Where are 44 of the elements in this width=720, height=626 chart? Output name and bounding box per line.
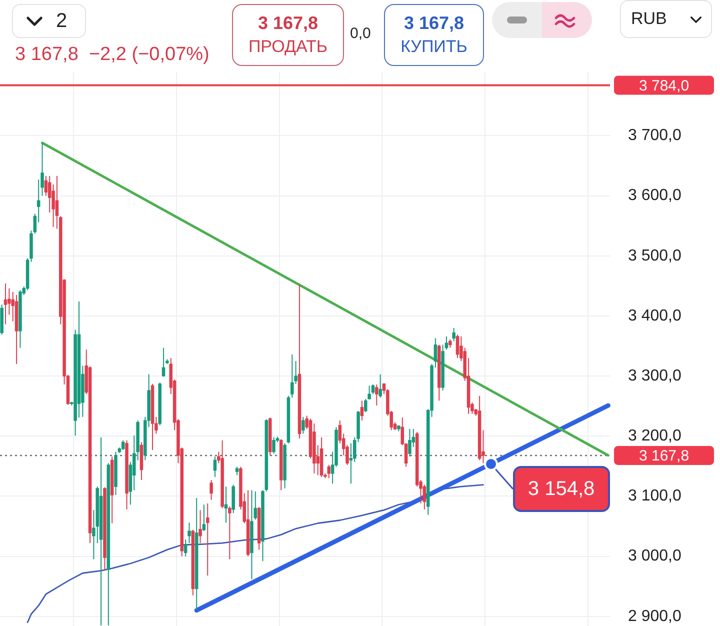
- candlestick: [452, 327, 456, 342]
- candlestick: [272, 436, 276, 454]
- y-tick-label: 3 700,0: [628, 127, 682, 144]
- ref-line-label: 3 784,0: [638, 77, 690, 94]
- y-tick-label: 3 300,0: [628, 367, 682, 384]
- candlestick: [408, 428, 412, 458]
- candlestick: [456, 334, 460, 359]
- candlestick: [232, 484, 235, 514]
- candlestick: [202, 504, 206, 532]
- chart-subtitle: 3 167,8 −2,2 (−0,07%): [15, 44, 210, 66]
- candlestick: [184, 538, 188, 557]
- candlestick: [302, 416, 305, 434]
- text: RUB: [631, 9, 667, 28]
- candlestick: [375, 384, 378, 406]
- text: КУПИТЬ: [400, 37, 468, 56]
- candlestick: [228, 506, 232, 560]
- text: 3 167,8: [258, 13, 318, 33]
- candlestick: [206, 502, 210, 576]
- text: ПРОДАТЬ: [248, 37, 328, 56]
- candlestick: [360, 400, 364, 422]
- text: 2: [56, 10, 68, 32]
- y-tick-label: 2 900,0: [628, 608, 682, 625]
- y-tick-label: 3 600,0: [628, 187, 682, 204]
- candlestick: [422, 484, 426, 510]
- candlestick: [254, 490, 258, 520]
- ref-line-label: 3 167,8: [638, 448, 690, 465]
- y-tick-label: 3 400,0: [628, 307, 682, 324]
- candlestick: [162, 347, 166, 378]
- candlestick: [378, 374, 382, 398]
- candlestick: [290, 354, 294, 398]
- text: 0,0: [350, 25, 371, 42]
- candlestick: [4, 283, 8, 325]
- candlestick: [198, 510, 202, 544]
- y-tick-label: 3 200,0: [628, 428, 682, 445]
- y-tick-label: 3 000,0: [628, 548, 682, 565]
- candlestick: [48, 175, 52, 214]
- y-tick-label: 3 100,0: [628, 488, 682, 505]
- candlestick: [188, 522, 191, 544]
- text: 3 167,8: [404, 13, 464, 33]
- annotation: 3 154,8: [528, 478, 595, 500]
- candlestick: [210, 479, 213, 500]
- candlestick: [368, 385, 371, 400]
- y-tick-label: 3 500,0: [628, 247, 682, 264]
- candlestick: [364, 398, 368, 413]
